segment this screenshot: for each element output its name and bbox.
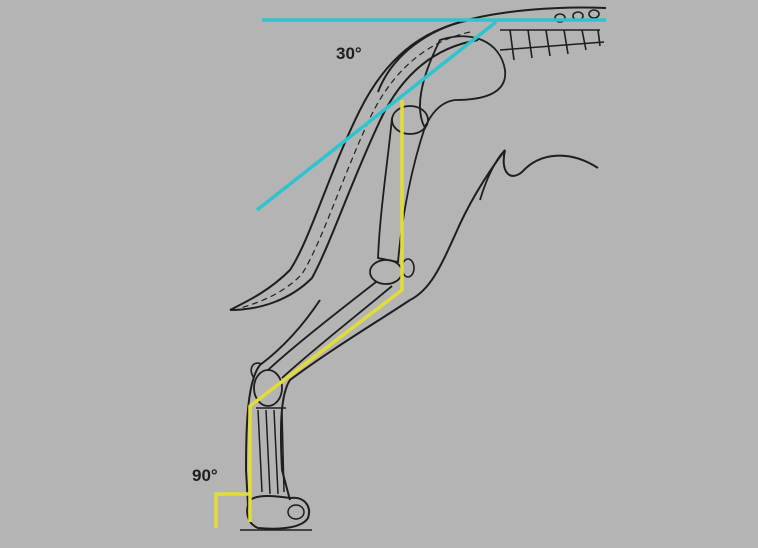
pelvis-bone [419,35,506,131]
leg-outline-front [279,299,411,501]
tail-vertebrae [239,31,471,309]
toe-pad [287,504,305,520]
tibia-bone [267,281,393,379]
paw-outline [246,495,310,530]
metatarsal-bones [256,407,286,495]
lumbar-vertebrae [499,9,605,61]
knee-joint [369,259,403,285]
patella [401,258,415,278]
limb-axis-line [248,100,404,522]
calcaneus [250,362,263,379]
pelvis-axis-line [255,20,498,212]
pelvis-angle-label: 30° [336,44,362,63]
tail-outline-lower [229,39,479,311]
hock-joint [253,369,283,407]
paw-angle-marker [214,492,250,528]
leg-outline-back [244,299,321,506]
flank-outline [479,149,506,201]
tail-outline-upper [229,19,471,311]
abdomen-outline [409,149,599,301]
paw-angle-label: 90° [192,466,218,485]
